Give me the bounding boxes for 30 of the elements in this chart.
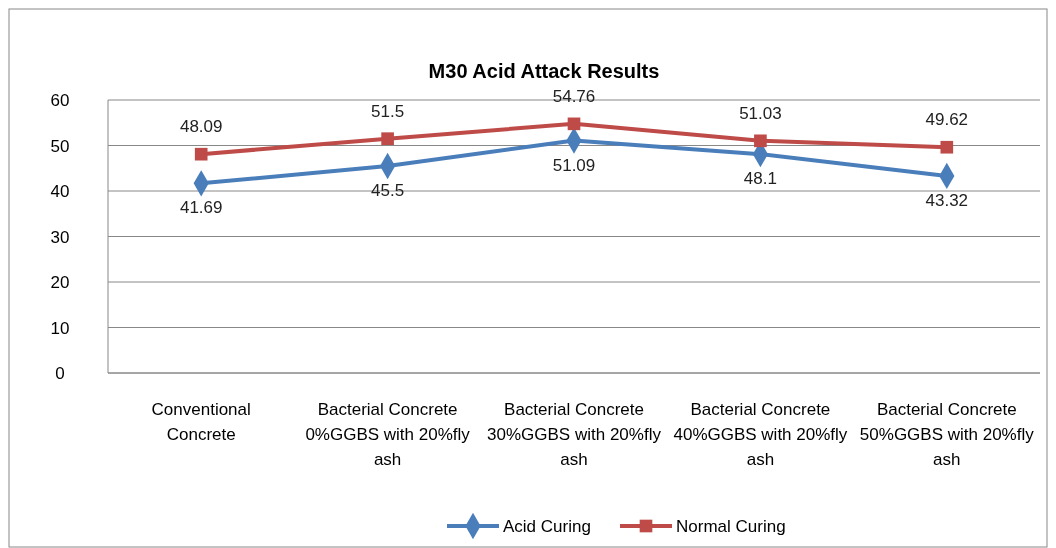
data-label: 48.1	[743, 169, 777, 189]
chart-title: M30 Acid Attack Results	[428, 60, 660, 82]
data-label: 51.09	[552, 155, 596, 175]
point	[754, 134, 767, 148]
x-tick-label: Bacterial Concrete 0%GGBS with 20%fly ash	[305, 400, 471, 469]
data-label: 51.5	[371, 101, 405, 121]
data-label: 48.09	[179, 117, 223, 137]
y-tick-label: 0	[55, 364, 65, 383]
x-tick-label: Bacterial Concrete 40%GGBS with 20%fly ash	[673, 400, 848, 469]
point	[194, 147, 208, 161]
data-label: 54.76	[552, 86, 596, 106]
y-tick-label: 60	[50, 91, 70, 110]
data-label: 43.32	[925, 190, 969, 210]
data-label: 51.03	[739, 103, 782, 123]
data-label: 45.5	[371, 180, 405, 200]
legend-label: Acid Curing	[503, 517, 591, 536]
x-tick-label: Bacterial Concrete 50%GGBS with 20%fly ash	[859, 400, 1035, 469]
data-label: 41.69	[179, 198, 223, 218]
point	[940, 140, 954, 154]
data-label: 49.62	[925, 110, 969, 130]
point	[567, 117, 581, 131]
y-tick-label: 10	[50, 318, 70, 338]
x-tick-label: Bacterial Concrete 30%GGBS with 20%fly ash	[487, 400, 662, 469]
x-tick-label: Conventional Concrete	[151, 400, 251, 444]
point	[381, 132, 394, 145]
legend-label: Normal Curing	[676, 517, 786, 536]
y-tick-label: 50	[50, 136, 70, 156]
y-tick-label: 30	[50, 227, 70, 247]
y-tick-label: 40	[50, 182, 70, 201]
y-tick-label: 20	[50, 273, 70, 292]
